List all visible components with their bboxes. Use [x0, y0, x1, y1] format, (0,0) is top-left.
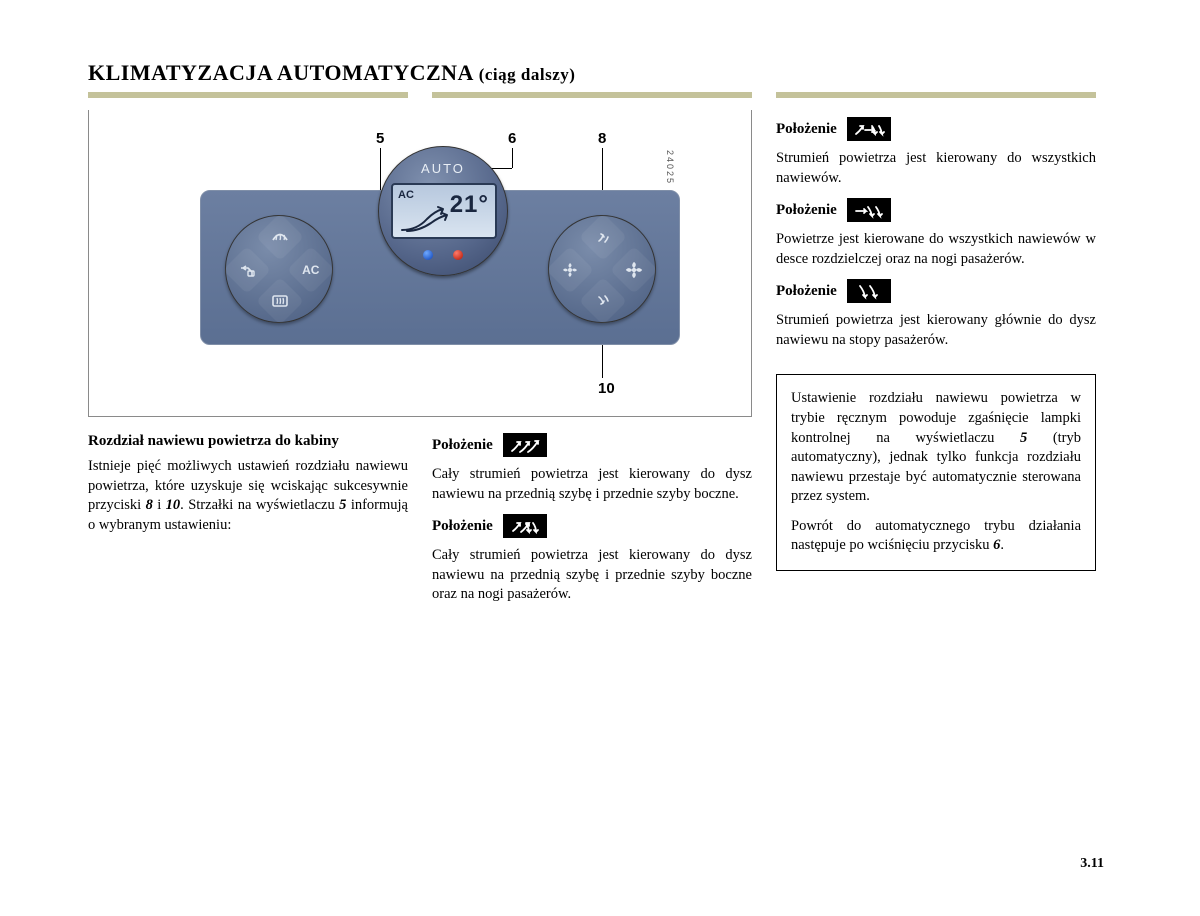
col2-text-a: Cały strumień powietrza jest kierowany d… [432, 465, 752, 504]
pos-label: Położenie [776, 200, 837, 220]
figure-ref: 24025 [665, 150, 675, 185]
climate-panel-figure: 5 6 8 10 24025 AUTO AC 21° [150, 110, 690, 410]
pos-label: Położenie [432, 435, 493, 455]
note-paragraph-1: Ustawienie rozdziału nawiewu powietrza w… [791, 389, 1081, 506]
heading-sub: (ciąg dalszy) [479, 65, 576, 84]
ac-button[interactable]: AC [287, 246, 335, 294]
note-box: Ustawienie rozdziału nawiewu powietrza w… [776, 374, 1096, 571]
recirculation-button[interactable] [223, 246, 271, 294]
callout-6: 6 [508, 130, 516, 147]
air-up-button[interactable] [579, 213, 627, 261]
pos-label: Położenie [776, 119, 837, 139]
windshield-feet-mode-icon [503, 514, 547, 538]
all-vents-mode-icon [847, 117, 891, 141]
separator-bars [88, 92, 1108, 98]
climate-display: AC 21° [391, 183, 497, 239]
dash-feet-mode-icon [847, 198, 891, 222]
feet-mode-icon [847, 279, 891, 303]
heading-main: KLIMATYZACJA AUTOMATYCZNA [88, 60, 473, 85]
page-heading: KLIMATYZACJA AUTOMATYCZNA (ciąg dalszy) [88, 60, 1108, 86]
rear-defrost-button[interactable] [256, 277, 304, 325]
air-down-button[interactable] [579, 277, 627, 325]
callout-10: 10 [598, 380, 615, 397]
col3-text-c: Strumień powietrza jest kierowany do wsz… [776, 149, 1096, 188]
col1-paragraph: Istnieje pięć możliwych ustawień rozdzia… [88, 457, 408, 535]
left-control-pad: AC [225, 215, 333, 323]
temp-hot-indicator [453, 250, 463, 260]
pos-label: Położenie [776, 281, 837, 301]
fan-increase-button[interactable] [610, 246, 658, 294]
right-control-pad [548, 215, 656, 323]
windshield-mode-icon [503, 433, 547, 457]
display-ac: AC [398, 189, 414, 201]
column-2: Położenie Cały strumień powietrza jest k… [432, 427, 752, 887]
note-paragraph-2: Powrót do automatycznego trybu działania… [791, 517, 1081, 556]
col1-heading: Rozdział nawiewu powietrza do kabiny [88, 431, 408, 451]
col2-text-b: Cały strumień powietrza jest kierowany d… [432, 546, 752, 605]
fan-decrease-button[interactable] [546, 246, 594, 294]
column-1: Rozdział nawiewu powietrza do kabiny Ist… [88, 427, 408, 887]
climate-center-dial: AUTO AC 21° [378, 146, 508, 276]
page-number: 3.11 [1080, 856, 1104, 872]
column-3: Położenie Strumień powietrza jest kierow… [776, 111, 1096, 571]
front-defrost-button[interactable] [256, 213, 304, 261]
auto-label: AUTO [379, 161, 507, 176]
display-airflow-icon [397, 205, 457, 235]
col3-text-d: Powietrze jest kierowane do wszystkich n… [776, 230, 1096, 269]
temp-cold-indicator [423, 250, 433, 260]
callout-8: 8 [598, 130, 606, 147]
callout-5: 5 [376, 130, 384, 147]
col3-text-e: Strumień powietrza jest kierowany główni… [776, 311, 1096, 350]
pos-label: Położenie [432, 516, 493, 536]
